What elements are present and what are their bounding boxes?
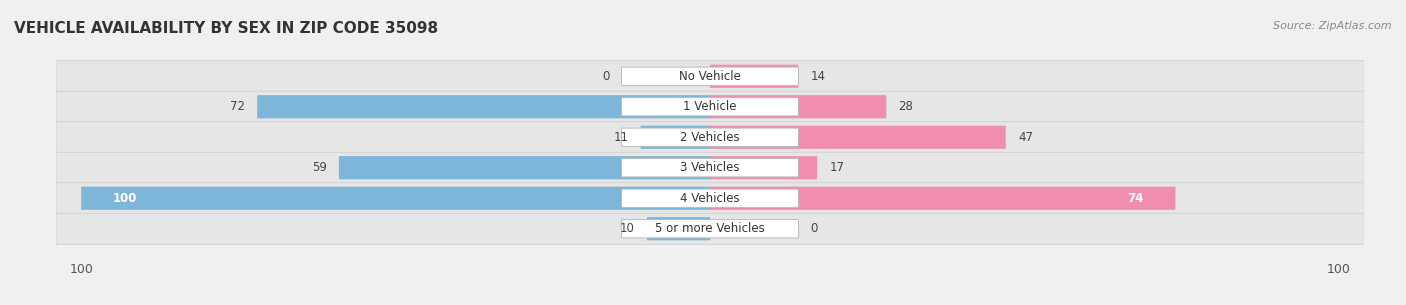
Text: 0: 0 bbox=[602, 70, 609, 83]
FancyBboxPatch shape bbox=[710, 187, 1175, 210]
Text: 14: 14 bbox=[811, 70, 825, 83]
Text: 28: 28 bbox=[898, 100, 914, 113]
FancyBboxPatch shape bbox=[647, 217, 710, 240]
Text: 72: 72 bbox=[229, 100, 245, 113]
FancyBboxPatch shape bbox=[621, 220, 799, 238]
FancyBboxPatch shape bbox=[56, 213, 1364, 244]
Text: 2 Vehicles: 2 Vehicles bbox=[681, 131, 740, 144]
Text: No Vehicle: No Vehicle bbox=[679, 70, 741, 83]
FancyBboxPatch shape bbox=[621, 67, 799, 85]
Text: 100: 100 bbox=[112, 192, 138, 205]
Text: 11: 11 bbox=[613, 131, 628, 144]
FancyBboxPatch shape bbox=[56, 122, 1364, 153]
FancyBboxPatch shape bbox=[56, 61, 1364, 92]
FancyBboxPatch shape bbox=[82, 187, 710, 210]
FancyBboxPatch shape bbox=[621, 189, 799, 207]
Text: 17: 17 bbox=[830, 161, 845, 174]
FancyBboxPatch shape bbox=[257, 95, 710, 118]
Text: 74: 74 bbox=[1128, 192, 1144, 205]
Text: 0: 0 bbox=[811, 222, 818, 235]
Text: 10: 10 bbox=[620, 222, 634, 235]
FancyBboxPatch shape bbox=[710, 65, 799, 88]
Text: 47: 47 bbox=[1018, 131, 1033, 144]
FancyBboxPatch shape bbox=[621, 128, 799, 146]
FancyBboxPatch shape bbox=[339, 156, 710, 179]
Text: 4 Vehicles: 4 Vehicles bbox=[681, 192, 740, 205]
FancyBboxPatch shape bbox=[621, 98, 799, 116]
FancyBboxPatch shape bbox=[710, 95, 886, 118]
FancyBboxPatch shape bbox=[621, 159, 799, 177]
FancyBboxPatch shape bbox=[710, 126, 1005, 149]
FancyBboxPatch shape bbox=[56, 152, 1364, 183]
Text: 1 Vehicle: 1 Vehicle bbox=[683, 100, 737, 113]
Legend: Male, Female: Male, Female bbox=[645, 304, 775, 305]
Text: 5 or more Vehicles: 5 or more Vehicles bbox=[655, 222, 765, 235]
Text: VEHICLE AVAILABILITY BY SEX IN ZIP CODE 35098: VEHICLE AVAILABILITY BY SEX IN ZIP CODE … bbox=[14, 21, 439, 36]
FancyBboxPatch shape bbox=[641, 126, 710, 149]
Text: Source: ZipAtlas.com: Source: ZipAtlas.com bbox=[1274, 21, 1392, 31]
FancyBboxPatch shape bbox=[56, 183, 1364, 214]
FancyBboxPatch shape bbox=[56, 91, 1364, 122]
Text: 3 Vehicles: 3 Vehicles bbox=[681, 161, 740, 174]
FancyBboxPatch shape bbox=[710, 156, 817, 179]
Text: 59: 59 bbox=[312, 161, 326, 174]
